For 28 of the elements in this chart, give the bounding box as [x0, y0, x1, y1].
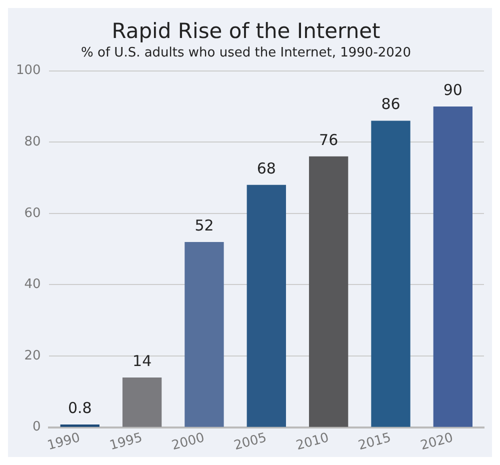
y-tick-label: 60: [24, 206, 41, 221]
y-tick-label: 20: [24, 348, 41, 364]
y-tick-label: 80: [24, 134, 41, 150]
y-tick-label: 40: [24, 277, 41, 292]
x-tick-label: 2010: [294, 430, 330, 454]
data-label: 76: [319, 130, 338, 149]
x-tick-label: 2015: [356, 430, 393, 454]
data-label: 68: [256, 159, 276, 178]
x-tick-label: 2005: [232, 430, 268, 454]
x-tick-label: 2000: [170, 430, 206, 454]
chart-title: Rapid Rise of the Internet: [112, 19, 380, 44]
x-tick-label: 2020: [418, 430, 455, 454]
y-tick-label: 0: [32, 420, 41, 435]
bar: [371, 120, 410, 427]
data-label: 14: [132, 352, 152, 370]
data-label: 52: [194, 216, 214, 234]
x-tick-label: 1990: [46, 430, 82, 454]
bar: [122, 377, 162, 427]
y-tick-label: 100: [16, 63, 41, 78]
bar: [433, 106, 472, 427]
bar: [184, 242, 224, 427]
bar: [246, 184, 286, 427]
data-label: 90: [443, 80, 462, 99]
data-label: 0.8: [68, 398, 92, 417]
chart-subtitle: % of U.S. adults who used the Internet, 1990-2020: [81, 45, 411, 60]
bar: [308, 156, 348, 427]
x-tick-label: 1995: [108, 430, 144, 454]
data-label: 86: [381, 95, 400, 114]
